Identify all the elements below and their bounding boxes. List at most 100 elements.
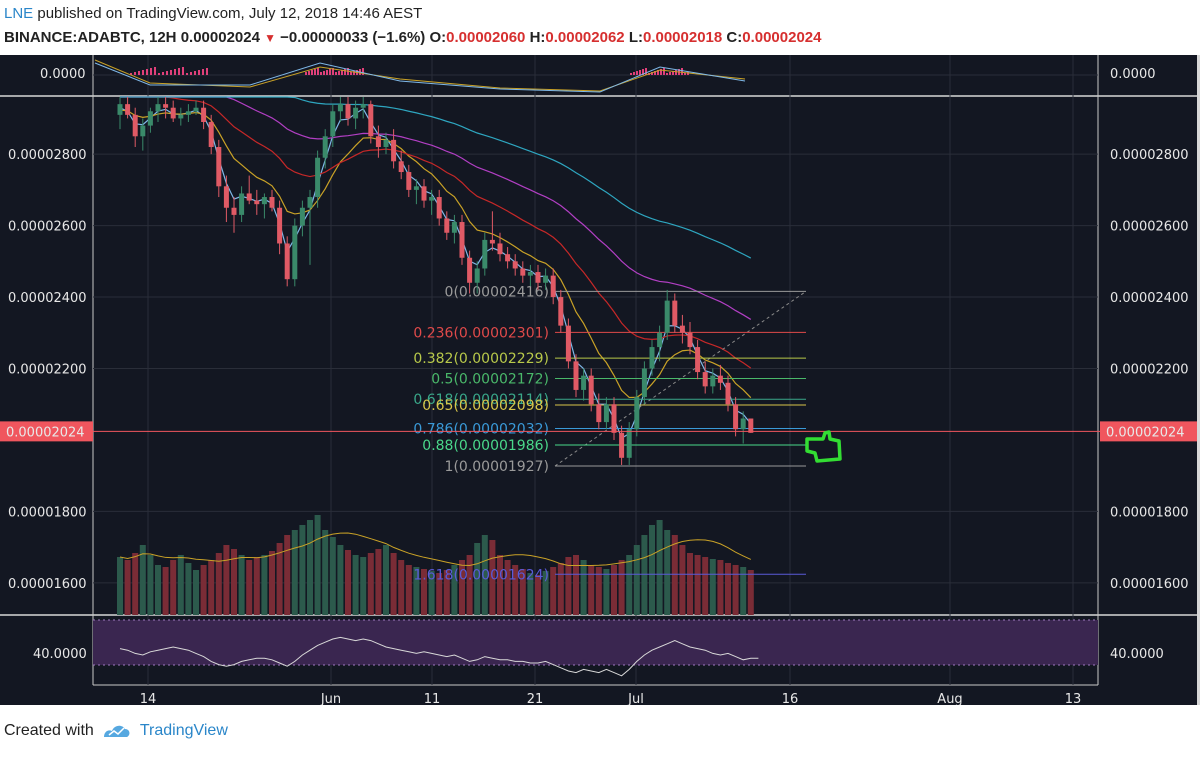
low-value: 0.00002018 xyxy=(642,29,723,46)
volume-bar xyxy=(656,520,663,615)
macd-histogram-bar xyxy=(639,70,641,75)
volume-bar xyxy=(231,549,237,615)
candle-body xyxy=(193,107,199,112)
candle-body xyxy=(649,347,655,369)
close-label: C: xyxy=(726,29,743,46)
candle-body xyxy=(740,418,746,430)
volume-bar xyxy=(580,560,587,615)
macd-histogram-bar xyxy=(182,67,184,75)
candle-body xyxy=(497,243,503,255)
macd-histogram-bar xyxy=(329,69,331,75)
volume-bar xyxy=(155,565,161,615)
volume-bar xyxy=(276,543,283,615)
candle-body xyxy=(269,197,275,208)
candle-body xyxy=(444,218,450,233)
macd-value-right: 0.0000 xyxy=(1110,67,1156,82)
volume-bar xyxy=(618,560,625,615)
candle-body xyxy=(474,268,480,283)
candle-body xyxy=(459,222,465,258)
macd-histogram-bar xyxy=(684,73,686,75)
candle-body xyxy=(429,197,435,201)
candle-body xyxy=(695,347,701,373)
macd-histogram-bar xyxy=(190,72,192,75)
macd-histogram-bar xyxy=(202,69,204,75)
chart-area[interactable]: 0(0.00002416) 0.236(0.00002301) 0.382(0.00… xyxy=(0,55,1200,705)
volume-bar xyxy=(405,565,412,615)
candle-body xyxy=(687,332,693,348)
volume-bar xyxy=(664,530,671,615)
macd-histogram-bar xyxy=(657,70,659,75)
macd-pane: 0.0000 0.0000 xyxy=(40,59,1156,93)
tradingview-logo-icon xyxy=(103,725,130,737)
candle-body xyxy=(657,332,663,348)
macd-histogram-bar xyxy=(178,68,180,75)
macd-histogram-bar xyxy=(308,71,310,75)
candle-body xyxy=(261,197,267,205)
candle-body xyxy=(208,122,214,148)
candle-body xyxy=(398,161,404,173)
close-value: 0.00002024 xyxy=(742,29,822,46)
fibonacci-retracement[interactable]: 0(0.00002416) 0.236(0.00002301) 0.382(0.00… xyxy=(413,284,807,583)
macd-value-left: 0.0000 xyxy=(40,67,86,82)
macd-histogram-bar xyxy=(146,69,148,75)
volume-bar xyxy=(383,545,389,615)
candle-body xyxy=(125,104,131,115)
candle-body xyxy=(277,207,283,244)
macd-histogram-bar xyxy=(154,67,156,75)
macd-histogram-bar xyxy=(194,71,196,75)
macd-histogram-bar xyxy=(630,73,632,75)
candle-body xyxy=(368,104,374,137)
macd-histogram-bar xyxy=(344,69,346,75)
fib-level-label: 0(0.00002416) xyxy=(445,284,549,300)
volume-bar xyxy=(436,573,443,615)
volume-bar xyxy=(527,573,534,615)
candle-body xyxy=(710,375,716,387)
candle-body xyxy=(512,261,518,269)
macd-histogram-bar xyxy=(663,68,665,75)
macd-histogram-bar xyxy=(158,73,160,75)
candle-body xyxy=(406,172,412,190)
author-link[interactable]: LNE xyxy=(4,5,34,22)
candle-body xyxy=(451,222,457,233)
macd-histogram-bar xyxy=(669,72,671,75)
candle-body xyxy=(611,404,617,433)
candle-body xyxy=(254,200,260,205)
tradingview-brand-link[interactable]: TradingView xyxy=(139,722,228,739)
candle-body xyxy=(489,239,495,244)
volume-bar xyxy=(633,545,640,615)
candle-body xyxy=(558,297,564,326)
candle-body xyxy=(315,157,321,198)
volume-bar xyxy=(557,563,564,615)
volume-bar xyxy=(679,545,686,615)
volume-bar xyxy=(428,571,435,615)
candle-body xyxy=(299,207,305,226)
volume-bar xyxy=(747,570,754,615)
macd-histogram-bar xyxy=(672,71,674,75)
volume-bar xyxy=(284,535,291,615)
volume-bar xyxy=(223,545,230,615)
candle-body xyxy=(178,114,184,119)
candle-body xyxy=(360,104,366,108)
candle-body xyxy=(505,254,511,262)
macd-histogram-bar xyxy=(326,70,328,75)
candle-body xyxy=(626,429,632,458)
y-tick-label-left: 0.00002800 xyxy=(8,148,87,163)
x-tick-label: 11 xyxy=(424,692,441,705)
macd-line xyxy=(94,62,746,93)
volume-bar xyxy=(398,560,405,615)
macd-histogram-bar xyxy=(687,72,689,75)
volume-bar xyxy=(246,560,253,615)
volume-bar xyxy=(421,569,427,615)
volume-bar xyxy=(329,537,336,615)
candle-body xyxy=(527,272,533,276)
macd-histogram-bar xyxy=(353,71,355,75)
macd-histogram-bar xyxy=(134,72,136,75)
fib-level-label: 1.618(0.00001624) xyxy=(413,567,549,583)
macd-histogram-bar xyxy=(130,73,132,75)
candle-body xyxy=(603,404,609,423)
moving-average-line xyxy=(120,96,752,259)
candle-body xyxy=(482,239,488,269)
volume-bar xyxy=(687,553,693,615)
candle-body xyxy=(421,186,427,201)
rsi-line xyxy=(119,636,759,677)
